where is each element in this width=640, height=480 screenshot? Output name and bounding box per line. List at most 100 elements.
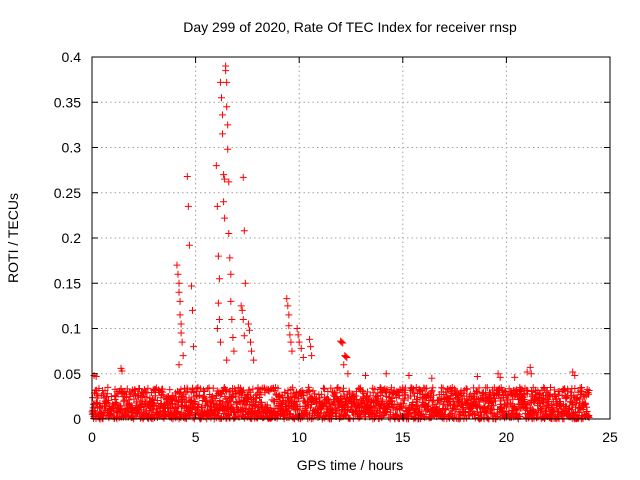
data-point xyxy=(219,130,227,138)
data-point xyxy=(285,311,293,319)
baseline-point xyxy=(166,386,174,394)
data-point xyxy=(179,352,187,360)
data-point xyxy=(494,370,502,378)
data-point xyxy=(241,279,249,287)
baseline-point xyxy=(142,388,150,396)
baseline-point xyxy=(225,388,233,396)
data-point xyxy=(382,370,390,378)
baseline-point xyxy=(379,396,387,404)
baseline-point xyxy=(252,394,260,402)
data-point xyxy=(220,171,228,179)
baseline-point xyxy=(333,407,341,415)
data-point xyxy=(297,344,305,352)
baseline-point xyxy=(475,384,483,392)
baseline-point xyxy=(153,397,161,405)
baseline-point xyxy=(585,390,592,398)
data-point xyxy=(183,172,191,180)
baseline-point xyxy=(186,412,194,420)
baseline-point xyxy=(300,389,308,397)
data-point xyxy=(225,229,233,237)
baseline-point xyxy=(576,387,584,395)
data-point xyxy=(223,78,231,86)
baseline-point xyxy=(126,393,134,401)
y-tick-label: 0.05 xyxy=(54,366,81,382)
baseline-point xyxy=(455,407,463,415)
data-point xyxy=(224,145,232,153)
x-tick-label: 10 xyxy=(291,429,307,445)
data-point xyxy=(511,373,519,381)
baseline-point xyxy=(312,396,320,404)
baseline-point xyxy=(227,401,235,409)
data-point xyxy=(228,315,236,323)
baseline-point xyxy=(528,387,536,395)
data-point xyxy=(284,302,292,310)
baseline-point xyxy=(191,397,199,405)
baseline-point xyxy=(428,387,436,395)
baseline-point xyxy=(293,398,301,406)
baseline-point xyxy=(311,390,319,398)
baseline-point xyxy=(120,397,128,405)
data-point xyxy=(428,374,436,382)
y-tick-label: 0.4 xyxy=(62,49,82,65)
data-point xyxy=(174,270,182,278)
x-tick-label: 15 xyxy=(395,429,411,445)
data-point xyxy=(219,111,227,119)
baseline-point xyxy=(274,384,282,392)
baseline-point xyxy=(179,391,187,399)
data-point xyxy=(213,325,221,332)
baseline-point xyxy=(490,409,498,417)
baseline-point xyxy=(353,396,361,404)
data-point xyxy=(473,372,481,380)
x-axis-label: GPS time / hours xyxy=(297,457,404,473)
baseline-point xyxy=(178,401,186,409)
data-point xyxy=(306,335,314,343)
baseline-point xyxy=(136,402,144,410)
data-point xyxy=(229,334,237,342)
baseline-point xyxy=(386,408,394,416)
baseline-point xyxy=(159,388,167,396)
baseline-point xyxy=(209,384,217,392)
baseline-point xyxy=(583,403,591,411)
baseline-point xyxy=(513,406,521,414)
data-point xyxy=(526,363,534,371)
baseline-point xyxy=(181,398,189,406)
baseline-point xyxy=(364,388,372,396)
baseline-point xyxy=(448,405,456,413)
data-point xyxy=(244,320,252,328)
baseline-point xyxy=(562,394,570,402)
data-point xyxy=(225,178,233,186)
baseline-point xyxy=(340,384,348,392)
data-point xyxy=(176,297,184,305)
x-tick-label: 0 xyxy=(88,429,96,445)
baseline-point xyxy=(443,402,451,410)
y-axis-label: ROTI / TECUs xyxy=(5,193,21,283)
baseline-point xyxy=(495,385,503,393)
baseline-point xyxy=(327,384,335,392)
x-tick-label: 25 xyxy=(602,429,618,445)
data-series-roti xyxy=(88,62,593,423)
baseline-point xyxy=(318,390,326,398)
data-point xyxy=(216,78,224,86)
data-point xyxy=(286,331,294,339)
baseline-point xyxy=(295,395,303,403)
data-point xyxy=(223,103,231,111)
baseline-point xyxy=(355,414,363,422)
data-point xyxy=(250,356,258,364)
baseline-point xyxy=(423,384,431,392)
grid-lines xyxy=(92,57,610,419)
data-point xyxy=(339,339,347,347)
chart-title: Day 299 of 2020, Rate Of TEC Index for r… xyxy=(183,19,517,35)
baseline-point xyxy=(540,383,548,391)
data-point xyxy=(176,311,184,319)
baseline-point xyxy=(320,384,328,392)
baseline-point xyxy=(400,400,408,408)
baseline-point xyxy=(308,394,316,402)
data-point xyxy=(173,261,181,269)
baseline-point xyxy=(585,386,593,394)
baseline-point xyxy=(543,387,551,395)
baseline-point xyxy=(490,401,498,409)
data-point xyxy=(523,368,531,376)
baseline-point xyxy=(184,386,192,394)
data-point xyxy=(237,302,245,310)
data-point xyxy=(224,121,232,129)
